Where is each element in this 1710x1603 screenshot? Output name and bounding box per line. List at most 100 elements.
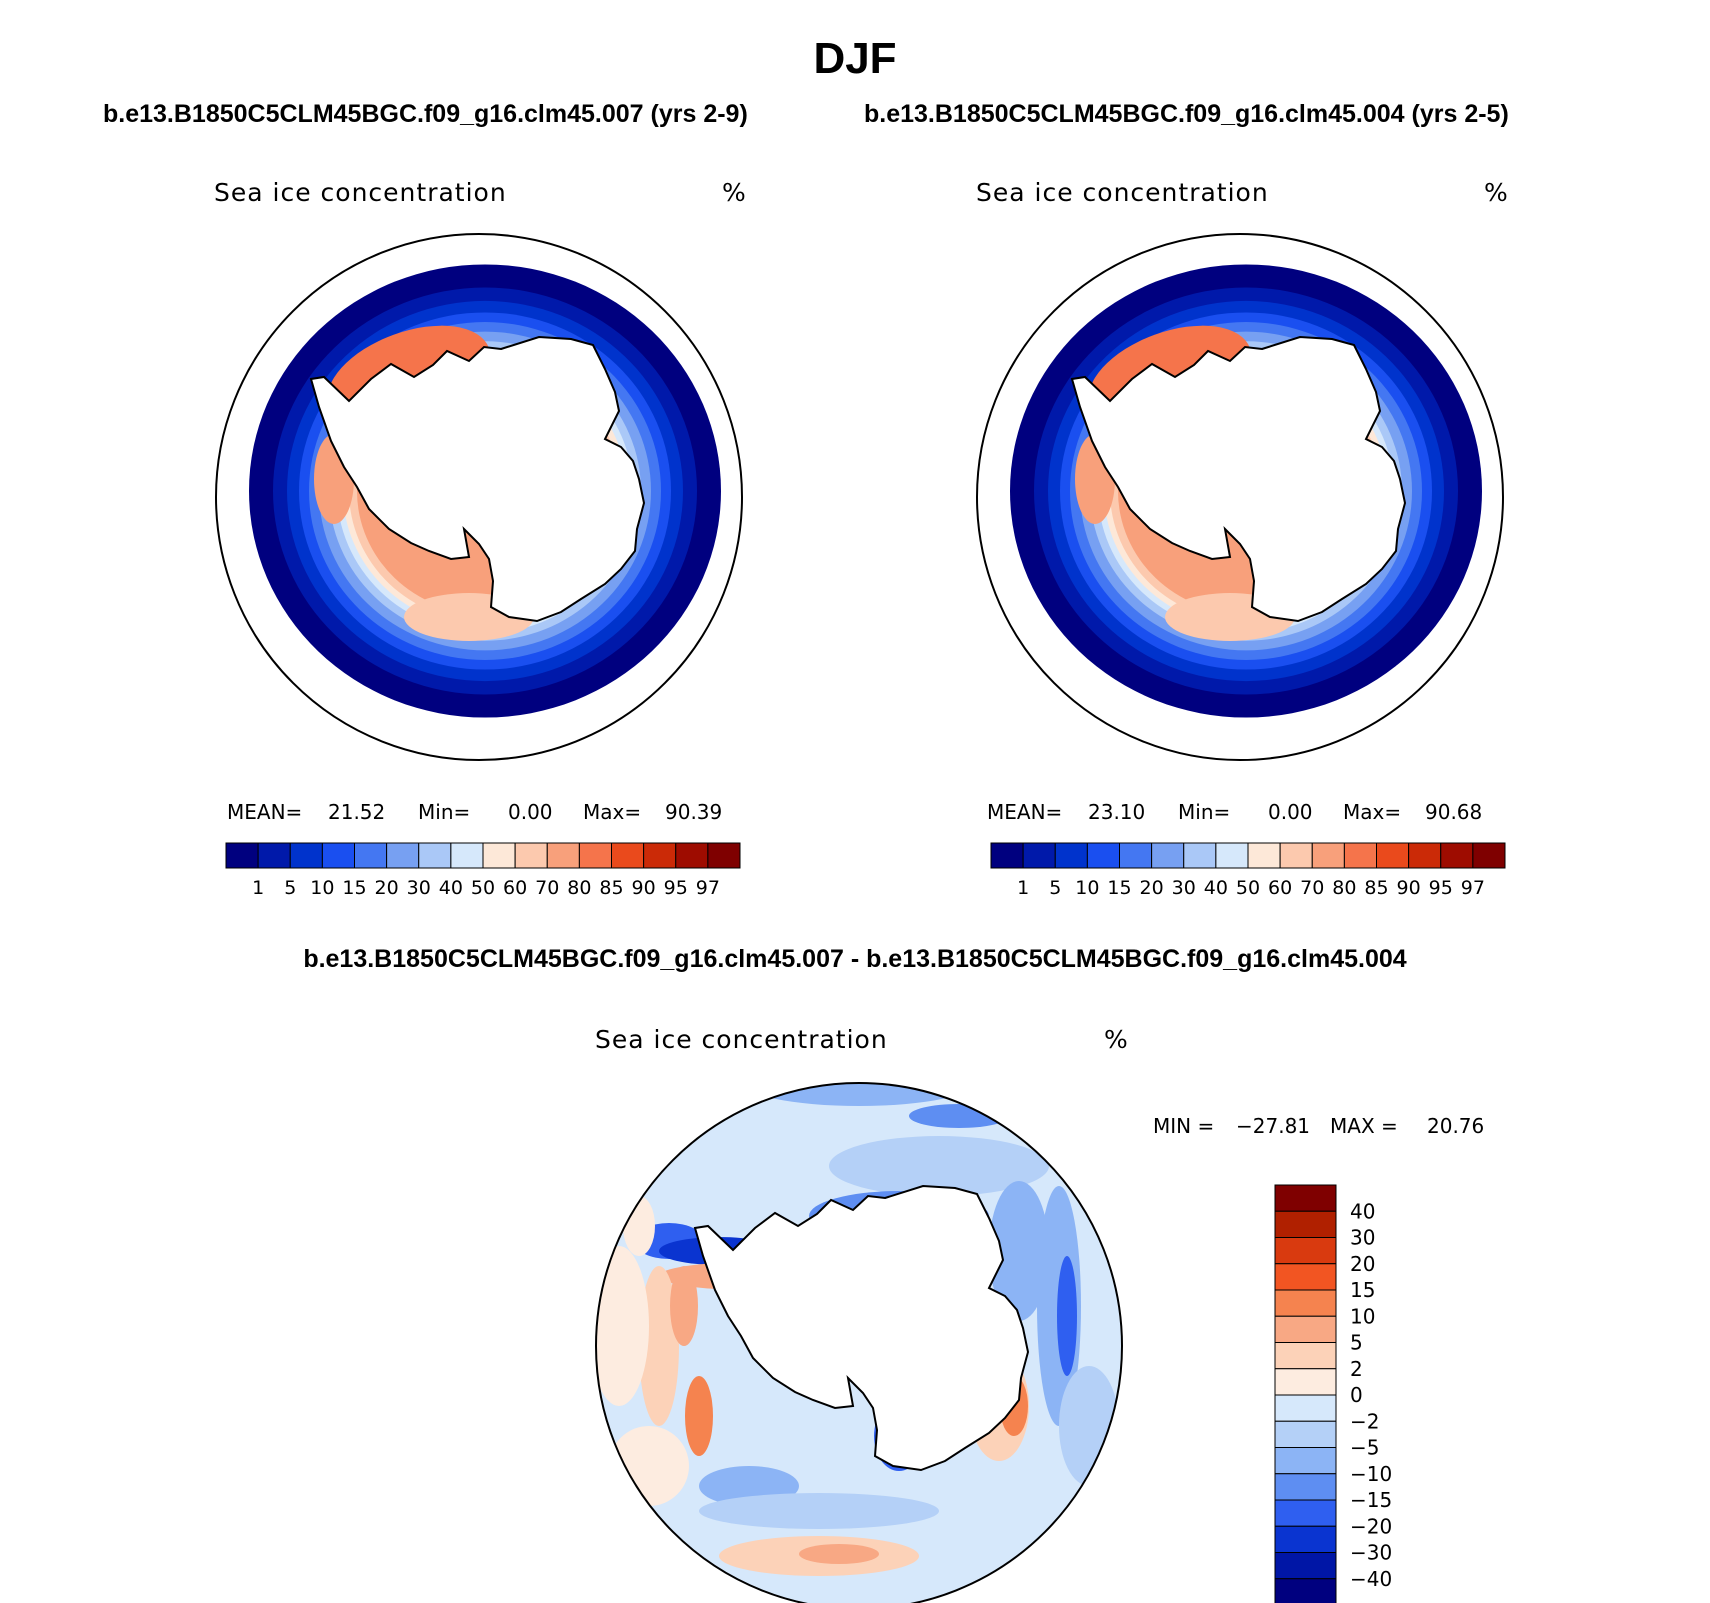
colorbar-tick-label: 1 <box>1017 877 1029 899</box>
difference-contour-patch <box>639 1266 679 1426</box>
colorbar-tick-label: 95 <box>664 877 688 899</box>
colorbar-tick-label: 20 <box>1350 1252 1375 1276</box>
colorbar-tick-label: 15 <box>1350 1278 1375 1302</box>
colorbar-tick-label: 10 <box>310 877 334 899</box>
colorbar-tick-label: 90 <box>632 877 656 899</box>
colorbar-box <box>1274 1368 1337 1396</box>
colorbar-box <box>514 842 548 869</box>
panel2-units-label: % <box>1484 178 1509 207</box>
colorbar-box <box>257 842 291 869</box>
difference-contour-patch <box>799 1544 879 1564</box>
colorbar-tick-label: 95 <box>1429 877 1453 899</box>
colorbar-box <box>418 842 452 869</box>
colorbar-tick-label: 97 <box>696 877 720 899</box>
colorbar-box <box>1279 842 1313 869</box>
colorbar-tick-label: 40 <box>1350 1199 1375 1223</box>
panel3-max-label: MAX = <box>1330 1114 1398 1138</box>
colorbar-box <box>1408 842 1442 869</box>
panel1-min-value: 0.00 <box>508 800 553 824</box>
colorbar-tick-label: 1 <box>252 877 264 899</box>
colorbar-box <box>386 842 420 869</box>
colorbar-tick-label: 40 <box>439 877 463 899</box>
panel1-variable-label: Sea ice concentration <box>214 178 507 207</box>
panel3-map-boundary <box>595 1082 1123 1603</box>
colorbar-tick-label: 60 <box>503 877 527 899</box>
difference-contour-patch <box>699 1493 939 1529</box>
colorbar-tick-label: 15 <box>1107 877 1131 899</box>
difference-contour-patch <box>623 1196 655 1256</box>
colorbar-box <box>1183 842 1217 869</box>
colorbar-tick-label: 20 <box>1140 877 1164 899</box>
panel1-antarctica-continent <box>309 335 646 623</box>
colorbar-box <box>1274 1420 1337 1448</box>
colorbar-box <box>1274 1342 1337 1370</box>
colorbar-box <box>1343 842 1377 869</box>
colorbar-box <box>1119 842 1153 869</box>
colorbar-tick-label: −30 <box>1350 1541 1392 1565</box>
panel1-mean-label: MEAN= <box>227 800 303 824</box>
colorbar-box <box>482 842 516 869</box>
colorbar-tick-label: 70 <box>1300 877 1324 899</box>
panel2-max-label: Max= <box>1343 800 1402 824</box>
panel3-antarctica-continent <box>693 1184 1030 1472</box>
colorbar-tick-label: −10 <box>1350 1462 1392 1486</box>
colorbar-tick-label: −20 <box>1350 1514 1392 1538</box>
colorbar-tick-label: 20 <box>375 877 399 899</box>
colorbar-tick-label: 50 <box>471 877 495 899</box>
colorbar-box <box>1274 1525 1337 1553</box>
difference-contour-patch <box>829 1136 1049 1196</box>
panel2-map-boundary <box>976 233 1504 761</box>
case-a-title: b.e13.B1850C5CLM45BGC.f09_g16.clm45.007 … <box>103 100 748 128</box>
colorbar-box <box>1311 842 1345 869</box>
colorbar-tick-label: 2 <box>1350 1357 1363 1381</box>
difference-contour-patch <box>1057 1256 1077 1376</box>
panel2-min-value: 0.00 <box>1268 800 1313 824</box>
colorbar-tick-label: 40 <box>1204 877 1228 899</box>
colorbar-box <box>1215 842 1249 869</box>
colorbar-box <box>643 842 677 869</box>
colorbar-tick-label: 97 <box>1461 877 1485 899</box>
colorbar-box <box>1274 1289 1337 1317</box>
colorbar-box <box>1472 842 1506 869</box>
colorbar-box <box>1274 1210 1337 1238</box>
panel2-mean-value: 23.10 <box>1088 800 1146 824</box>
panel3-units-label: % <box>1104 1025 1129 1054</box>
colorbar-box <box>225 842 259 869</box>
panel1-units-label: % <box>722 178 747 207</box>
panel3-min-label: MIN = <box>1153 1114 1215 1138</box>
colorbar-tick-label: 50 <box>1236 877 1260 899</box>
colorbar-box <box>1274 1447 1337 1475</box>
difference-contour-patch <box>596 1161 829 1231</box>
panel2-mean-label: MEAN= <box>987 800 1063 824</box>
colorbar-box <box>354 842 388 869</box>
colorbar-tick-label: 30 <box>1350 1226 1375 1250</box>
colorbar-box <box>1151 842 1185 869</box>
colorbar-tick-label: 85 <box>599 877 623 899</box>
colorbar-box <box>1274 1578 1337 1603</box>
colorbar-box <box>1274 1184 1337 1212</box>
panel3-min-value: −27.81 <box>1236 1114 1311 1138</box>
colorbar-tick-label: 80 <box>567 877 591 899</box>
colorbar-box <box>546 842 580 869</box>
panel3-variable-label: Sea ice concentration <box>595 1025 888 1054</box>
difference-contour-patch <box>670 1266 698 1346</box>
difference-contour-patch <box>909 1104 1009 1128</box>
colorbar-tick-label: 5 <box>284 877 296 899</box>
panel2-missing-data-region <box>977 234 1057 314</box>
colorbar-box <box>1376 842 1410 869</box>
colorbar-box <box>611 842 645 869</box>
colorbar-tick-label: 0 <box>1350 1383 1363 1407</box>
colorbar-tick-label: −5 <box>1350 1436 1379 1460</box>
colorbar-tick-label: −2 <box>1350 1409 1379 1433</box>
panel2-antarctica-continent <box>1070 335 1407 623</box>
difference-contour-patch <box>739 1083 979 1106</box>
colorbar-tick-label: 70 <box>535 877 559 899</box>
colorbar-box <box>289 842 323 869</box>
colorbar-box <box>990 842 1024 869</box>
colorbar-tick-label: −40 <box>1350 1567 1392 1591</box>
colorbar-box <box>1274 1315 1337 1343</box>
panel2-max-value: 90.68 <box>1425 800 1483 824</box>
figure-title: DJF <box>813 34 897 83</box>
case-b-title: b.e13.B1850C5CLM45BGC.f09_g16.clm45.004 … <box>864 100 1509 128</box>
